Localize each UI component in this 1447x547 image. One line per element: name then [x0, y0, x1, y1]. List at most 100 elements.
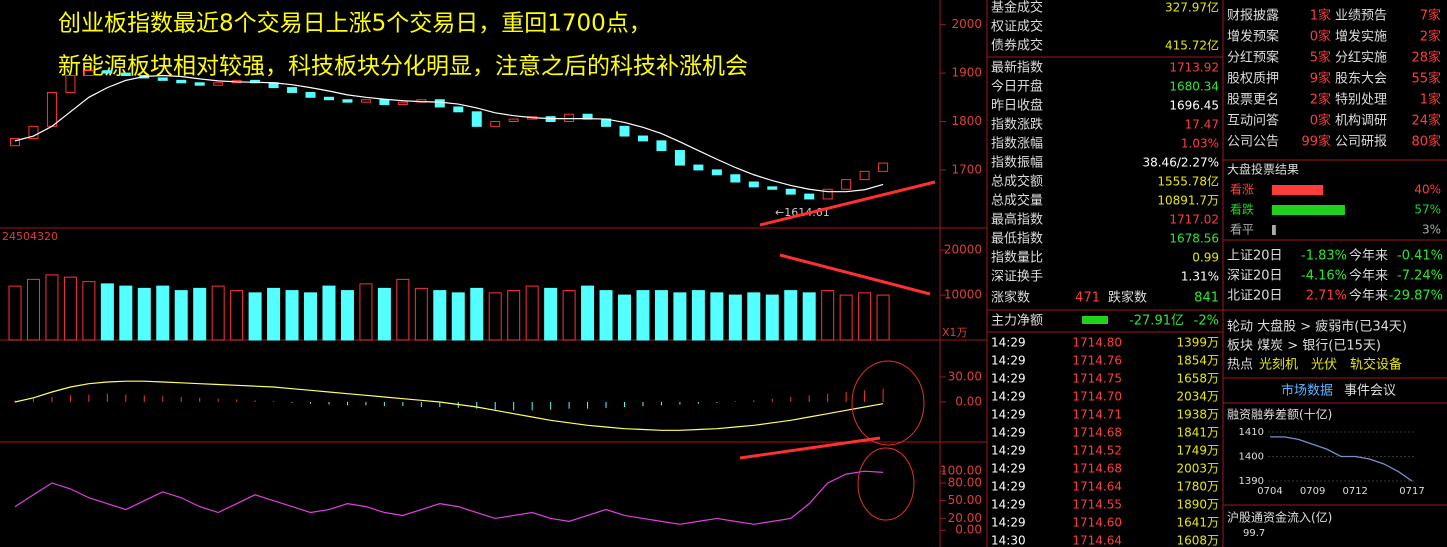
- candle: [323, 96, 334, 101]
- tick-time: 14:29: [991, 408, 1026, 422]
- volume-bar: [267, 287, 281, 341]
- tick-price: 1714.68: [1072, 462, 1122, 476]
- perf-value: -1.83%: [1301, 249, 1347, 264]
- volume-bar: [8, 285, 22, 341]
- tick-time: 14:29: [991, 426, 1026, 440]
- volume-bar: [396, 278, 410, 341]
- candle: [28, 125, 39, 139]
- volume-bar: [802, 292, 816, 341]
- event-label: 特别处理: [1335, 93, 1387, 108]
- highlight-circle: [851, 360, 925, 446]
- volume-bar: [156, 285, 170, 341]
- tick-price: 1714.64: [1072, 480, 1122, 494]
- tab[interactable]: 事件会议: [1344, 384, 1396, 399]
- info-value: 415.72亿: [1165, 38, 1219, 53]
- info-label: 指数涨跌: [991, 117, 1043, 133]
- tick-time: 14:29: [991, 498, 1026, 512]
- candle: [859, 170, 870, 181]
- perf-label: 今年来: [1349, 288, 1388, 304]
- arrow: [759, 180, 936, 227]
- candle: [379, 99, 390, 106]
- tick-volume: 1658万: [1176, 372, 1219, 386]
- volume-bar: [581, 285, 595, 341]
- perf-label: 北证20日: [1227, 289, 1283, 304]
- volume-bar: [211, 285, 225, 341]
- tick-price: 1714.71: [1072, 408, 1122, 422]
- candle: [656, 140, 667, 152]
- rotation: 轮动 大盘股 > 疲弱市(已34天): [1227, 319, 1407, 335]
- tick-volume: 1780万: [1176, 480, 1219, 494]
- volume-bar: [618, 294, 632, 341]
- vote-label: 看跌: [1230, 202, 1254, 217]
- flow-label: 主力净额: [991, 314, 1043, 329]
- volume-bar: [710, 292, 724, 341]
- volume-bar: [100, 283, 114, 341]
- event-label: 机构调研: [1335, 114, 1387, 129]
- candle: [360, 99, 371, 103]
- vote-value: 40%: [1414, 183, 1441, 197]
- tick-time: 14:29: [991, 336, 1026, 350]
- event-count: 55家: [1411, 71, 1441, 87]
- candle: [619, 125, 630, 137]
- candle: [46, 91, 57, 127]
- perf-label: 今年来: [1349, 268, 1388, 284]
- northbound-title: 沪股通资金流入(亿): [1227, 510, 1332, 525]
- event-count: 80家: [1411, 134, 1441, 150]
- candle: [194, 82, 205, 86]
- info-value: 1678.56: [1169, 232, 1219, 246]
- volume-bar: [340, 290, 354, 341]
- volume-bar: [433, 290, 447, 341]
- event-label: 分红实施: [1335, 50, 1387, 66]
- vote-title: 大盘投票结果: [1227, 162, 1299, 177]
- info-value: 1680.34: [1169, 80, 1219, 94]
- event-label: 互动问答: [1227, 113, 1279, 129]
- volume-bar: [839, 294, 853, 341]
- info-value: 327.97亿: [1165, 0, 1219, 15]
- candle: [878, 162, 889, 172]
- candle: [822, 188, 833, 200]
- tick-volume: 2034万: [1176, 390, 1219, 404]
- volume-bar: [562, 290, 576, 341]
- volume-bar: [414, 287, 428, 341]
- event-label: 股权质押: [1227, 71, 1279, 87]
- volume-bar: [821, 290, 835, 341]
- volume-bar: [728, 294, 742, 341]
- candle: [637, 135, 648, 142]
- tick-time: 14:29: [991, 516, 1026, 530]
- event-label: 财报披露: [1227, 9, 1279, 24]
- event-count: 24家: [1411, 113, 1441, 129]
- tick-price: 1714.64: [1072, 534, 1122, 547]
- candle: [120, 72, 131, 77]
- tick-price: 1714.80: [1072, 336, 1122, 350]
- info-label: 总成交额: [991, 174, 1043, 190]
- event-count: 0家: [1310, 113, 1331, 129]
- event-label: 公司公告: [1227, 135, 1279, 150]
- hot-item: 光刻机: [1259, 358, 1298, 373]
- volume-bar: [45, 274, 59, 341]
- info-label: 基金成交: [991, 0, 1043, 16]
- margin-title: 融资融券差额(十亿): [1227, 407, 1332, 422]
- y-tick-label: 2000: [951, 17, 982, 31]
- candle: [157, 77, 168, 81]
- info-value: 1696.45: [1169, 99, 1219, 113]
- candle: [10, 137, 20, 147]
- event-count: 28家: [1411, 50, 1441, 66]
- perf-value: -4.16%: [1301, 269, 1347, 284]
- tab[interactable]: 市场数据: [1281, 383, 1333, 399]
- event-count: 1家: [1310, 8, 1331, 24]
- candle: [841, 179, 852, 190]
- tick-volume: 1890万: [1176, 498, 1219, 512]
- y-tick-label: 0.00: [955, 395, 982, 409]
- y-tick-label: 80.00: [948, 475, 982, 489]
- tick-volume: 1608万: [1176, 534, 1219, 547]
- arrow: [739, 436, 881, 460]
- info-label: 深证换手: [991, 270, 1043, 285]
- volume-bar: [765, 294, 779, 341]
- x-tick-label: 0717: [1399, 486, 1424, 497]
- y-tick-label: 20.00: [948, 511, 982, 525]
- y-tick-label: 1800: [951, 114, 982, 128]
- info-value: 0.99: [1192, 251, 1219, 265]
- flow-pct: -2%: [1194, 314, 1219, 329]
- info-label: 指数量比: [991, 251, 1043, 266]
- info-value: 1717.02: [1169, 213, 1219, 227]
